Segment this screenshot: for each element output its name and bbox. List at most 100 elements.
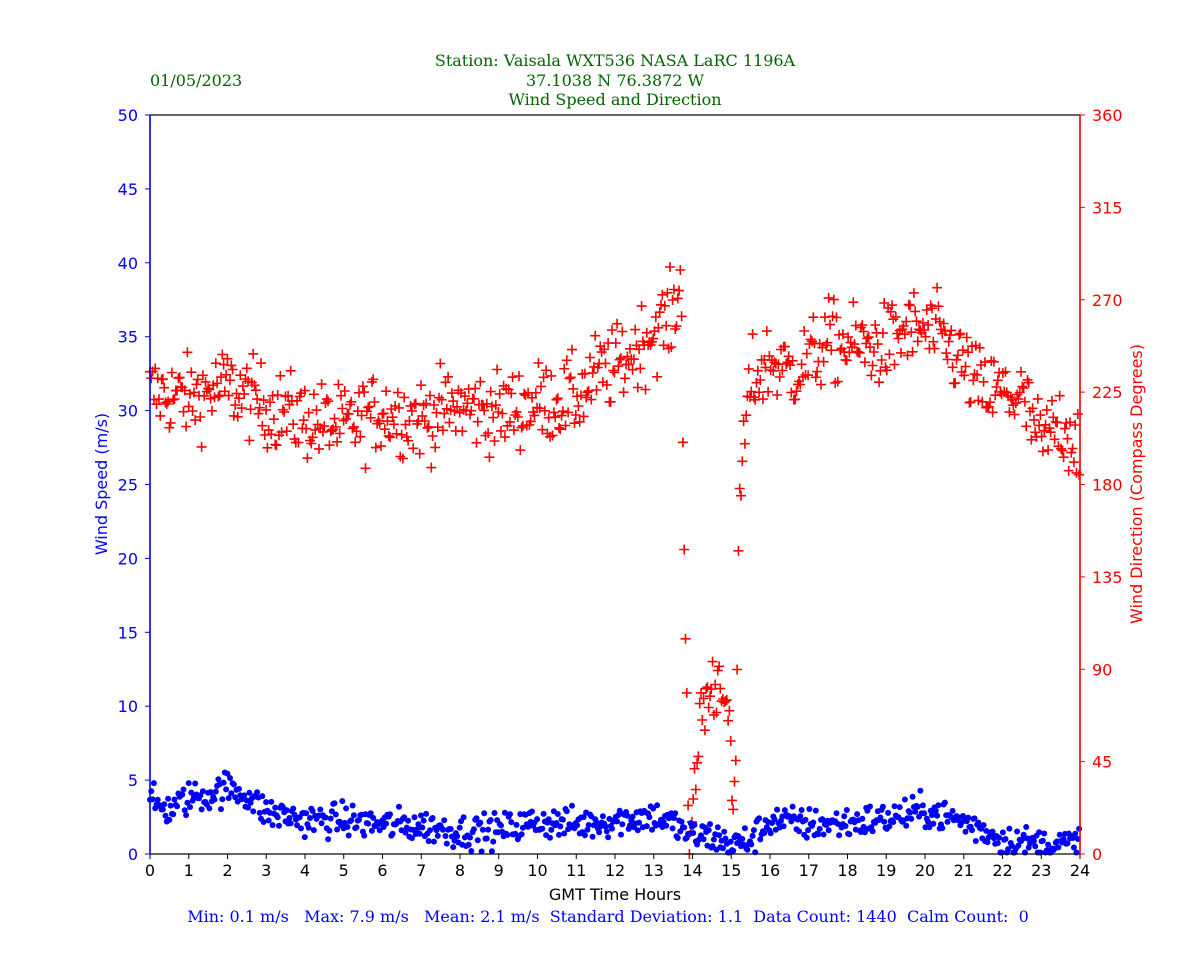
direction-point	[724, 705, 735, 716]
speed-point	[1014, 828, 1021, 835]
direction-point	[905, 300, 915, 311]
direction-point	[689, 763, 700, 774]
speed-point	[812, 807, 819, 814]
direction-point	[1049, 434, 1060, 445]
direction-point	[1068, 457, 1079, 468]
direction-point	[582, 387, 593, 398]
direction-point	[410, 398, 421, 409]
direction-point	[661, 320, 672, 331]
direction-point	[422, 422, 433, 433]
speed-point	[547, 834, 553, 841]
direction-point	[310, 424, 321, 435]
direction-point	[1017, 381, 1028, 392]
direction-point	[164, 422, 175, 433]
direction-point	[227, 364, 238, 375]
direction-point	[671, 321, 682, 332]
direction-point	[250, 385, 261, 396]
direction-point	[1039, 425, 1050, 436]
direction-point	[601, 379, 612, 390]
direction-point	[893, 333, 904, 344]
speed-point	[367, 810, 374, 817]
direction-point	[698, 693, 709, 704]
direction-point	[628, 354, 639, 365]
direction-point	[607, 325, 617, 335]
x-tick-label: 3	[261, 861, 271, 880]
direction-point	[272, 390, 283, 400]
direction-point	[957, 345, 968, 356]
direction-point	[978, 376, 989, 387]
direction-point	[1067, 443, 1078, 454]
direction-point	[330, 422, 341, 432]
speed-point	[331, 800, 338, 807]
speed-point	[230, 781, 237, 788]
direction-point	[178, 406, 189, 417]
speed-point	[561, 830, 568, 837]
direction-point	[494, 388, 505, 399]
direction-point	[942, 354, 953, 365]
direction-point	[760, 362, 771, 373]
direction-point	[338, 415, 349, 426]
direction-point	[859, 357, 870, 368]
direction-point	[373, 415, 384, 426]
direction-point	[946, 325, 957, 336]
direction-point	[163, 396, 174, 407]
direction-point	[690, 784, 701, 795]
direction-point	[325, 426, 336, 437]
speed-point	[681, 824, 688, 831]
left-tick-label: 30	[118, 402, 138, 421]
direction-point	[696, 687, 706, 698]
direction-point	[337, 403, 348, 414]
direction-point	[232, 411, 243, 422]
speed-point	[767, 830, 774, 837]
direction-point	[221, 369, 232, 380]
speed-point	[691, 821, 698, 828]
direction-point	[288, 419, 299, 430]
direction-point	[881, 365, 892, 376]
direction-point	[446, 388, 457, 399]
direction-point	[334, 428, 345, 439]
direction-point	[462, 398, 473, 409]
speed-point	[298, 825, 304, 832]
direction-point	[319, 421, 330, 432]
speed-point	[930, 820, 937, 827]
direction-point	[729, 776, 740, 787]
direction-point	[239, 388, 250, 399]
speed-point	[859, 815, 866, 822]
speed-point	[159, 806, 166, 813]
speed-point	[539, 825, 546, 832]
direction-point	[837, 329, 848, 340]
direction-point	[403, 435, 414, 446]
direction-point	[667, 295, 678, 305]
direction-point	[339, 386, 350, 396]
speed-point	[513, 821, 520, 828]
speed-point	[368, 827, 375, 834]
speed-point	[1045, 841, 1052, 848]
speed-point	[327, 815, 334, 822]
speed-point	[408, 835, 415, 842]
speed-point	[310, 827, 317, 834]
speed-point	[353, 824, 360, 831]
direction-point	[397, 453, 408, 464]
direction-point	[435, 358, 446, 369]
speed-point	[1076, 825, 1083, 832]
direction-point	[157, 374, 168, 385]
speed-point	[1060, 836, 1067, 843]
direction-point	[658, 340, 669, 351]
series-wind-direction	[145, 262, 1085, 859]
speed-point	[365, 820, 372, 827]
title-line-2: 37.1038 N 76.3872 W	[526, 71, 705, 90]
speed-point	[969, 827, 975, 834]
direction-point	[408, 443, 419, 454]
direction-point	[490, 400, 501, 411]
direction-point	[578, 411, 589, 422]
direction-point	[734, 483, 745, 494]
direction-point	[329, 413, 340, 424]
direction-point	[990, 390, 1001, 401]
speed-point	[810, 819, 817, 826]
direction-point	[952, 350, 963, 361]
direction-point	[1047, 395, 1057, 406]
speed-point	[339, 798, 346, 805]
direction-point	[681, 687, 692, 698]
direction-point	[968, 375, 979, 386]
speed-point	[548, 826, 555, 833]
